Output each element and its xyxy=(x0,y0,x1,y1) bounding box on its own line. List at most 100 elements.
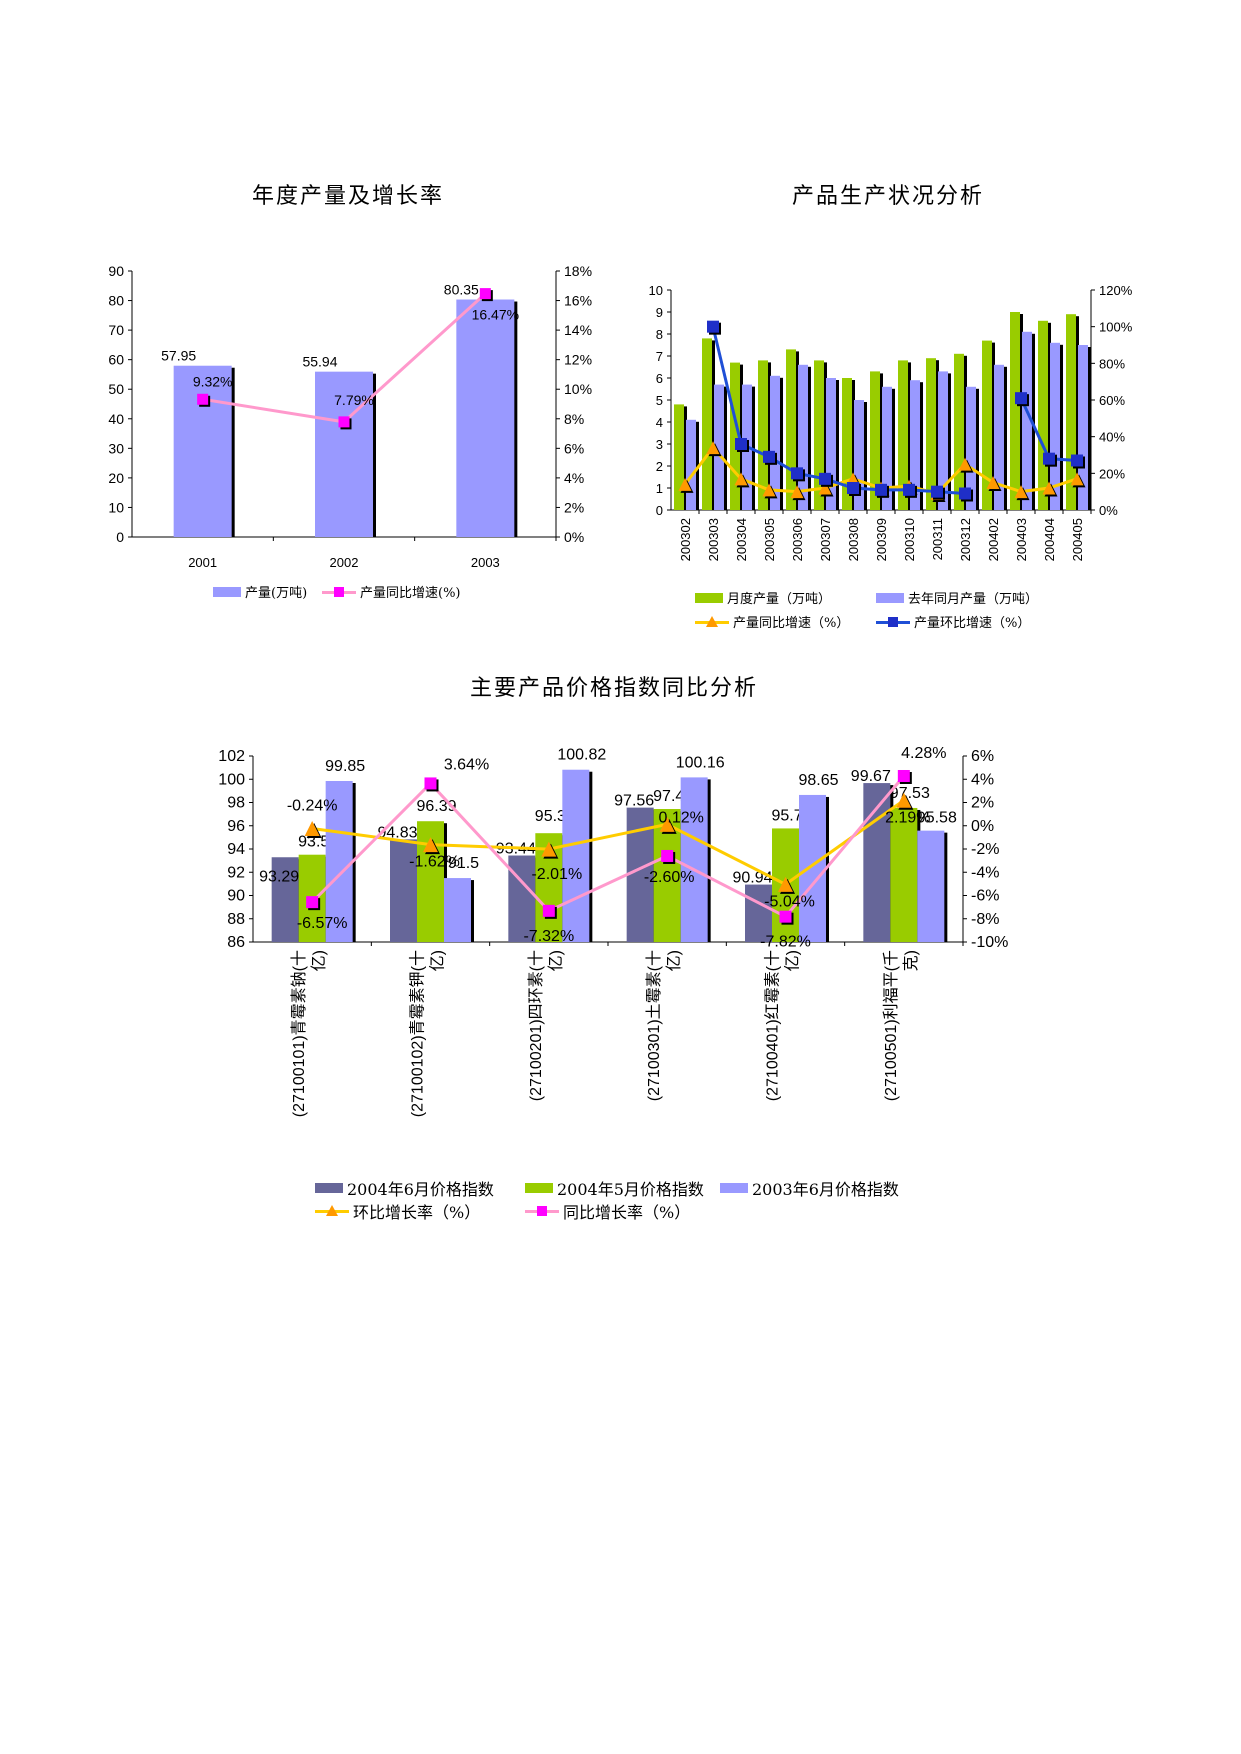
chart3-bar-label: 100.82 xyxy=(557,747,606,764)
chart2-bar-monthly xyxy=(842,378,852,510)
chart2-yoy-marker xyxy=(706,441,720,455)
chart2-bar-monthly xyxy=(898,360,908,510)
chart1-right-tick-label: 2% xyxy=(564,499,584,515)
legend-item-jun2003: 2003年6月价格指数 xyxy=(720,1176,899,1200)
chart1-growth-label: 7.79% xyxy=(334,392,374,408)
chart2-x-tick-label: 200308 xyxy=(846,518,861,561)
chart1-right-tick-label: 6% xyxy=(564,440,584,456)
chart3-x-tick-label: (27100301)土霉素(十 xyxy=(645,950,663,1101)
chart3-mom-marker xyxy=(304,821,320,837)
chart3-mom-label: -1.62% xyxy=(409,854,460,871)
chart3-mom-line xyxy=(311,799,905,887)
legend-swatch-bar xyxy=(525,1183,553,1193)
legend-label: 产量环比增速（%） xyxy=(914,616,1031,631)
chart2-bar-monthly xyxy=(758,360,768,510)
chart2-x-tick-label: 200310 xyxy=(902,518,917,561)
chart2-left-tick-label: 9 xyxy=(656,305,663,320)
chart2-bar-last-year xyxy=(770,375,780,510)
chart2-left-tick-label: 1 xyxy=(656,481,663,496)
legend-item-production: 产量(万吨) xyxy=(213,582,307,601)
chart3-bar-s2 xyxy=(799,794,826,942)
chart1-bar-label: 80.35 xyxy=(444,282,479,298)
chart3-title: 主要产品价格指数同比分析 xyxy=(470,676,759,701)
chart3-mom-label: -2.01% xyxy=(531,866,582,883)
chart2-right-tick-label: 40% xyxy=(1099,430,1125,445)
chart2-bar-monthly xyxy=(926,358,936,510)
chart3-bar-label: 99.85 xyxy=(325,758,365,775)
chart3-bar-s2 xyxy=(444,878,471,942)
chart2-left-tick-label: 2 xyxy=(656,459,663,474)
chart2-bar-last-year xyxy=(1022,331,1032,510)
chart1-growth-marker xyxy=(479,288,491,300)
chart3-x-tick-label: 亿) xyxy=(784,950,802,971)
chart1-bar-label: 57.95 xyxy=(161,348,196,364)
chart3-yoy-label: -7.82% xyxy=(760,934,811,951)
chart2-x-tick-label: 200303 xyxy=(706,518,721,561)
chart3-yoy-label: 4.28% xyxy=(901,745,946,762)
chart2-bar-last-year xyxy=(1050,342,1060,510)
chart3-right-tick-label: -8% xyxy=(971,911,999,928)
chart2-x-tick-label: 200403 xyxy=(1014,518,1029,561)
chart1-left-tick-label: 60 xyxy=(108,352,124,368)
chart3-right-tick-label: 4% xyxy=(971,771,994,788)
chart2-yoy-marker xyxy=(986,476,1000,489)
legend-swatch-line xyxy=(695,615,729,628)
chart3-x-tick-label: (27100201)四环素(十 xyxy=(527,950,545,1101)
chart1-growth-label: 9.32% xyxy=(193,373,233,389)
chart3-yoy-marker xyxy=(779,910,792,923)
chart1-left-tick-label: 80 xyxy=(108,293,124,309)
chart3-bar-s2 xyxy=(562,769,590,942)
chart1-left-tick-label: 20 xyxy=(108,470,124,486)
chart1-bar xyxy=(173,365,232,537)
chart2-left-tick-label: 3 xyxy=(656,437,663,452)
chart3-left-tick-label: 98 xyxy=(227,795,245,812)
chart2-bar-last-year xyxy=(826,378,836,510)
chart1-right-tick-label: 10% xyxy=(564,381,592,397)
chart3-bar-label: 95.58 xyxy=(917,810,957,827)
chart2-bar-monthly xyxy=(982,340,992,510)
chart2-bar-monthly xyxy=(814,360,824,510)
chart3-yoy-label: -6.57% xyxy=(297,915,348,932)
chart1-left-tick-label: 10 xyxy=(108,499,124,515)
chart1-growth-label: 16.47% xyxy=(472,307,519,323)
legend-item-may2004: 2004年5月价格指数 xyxy=(525,1176,704,1200)
chart2-mom-marker xyxy=(819,472,831,485)
legend-swatch-line xyxy=(315,1205,349,1217)
chart1-left-tick-label: 0 xyxy=(116,529,124,545)
chart2-x-tick-label: 200305 xyxy=(762,518,777,561)
chart2-yoy-marker xyxy=(734,472,748,486)
chart2-bar-monthly xyxy=(1038,320,1048,510)
chart2-right-tick-label: 80% xyxy=(1099,356,1125,371)
chart2-yoy-marker xyxy=(678,477,692,491)
chart2-left-tick-label: 0 xyxy=(656,503,663,518)
chart3-left-tick-label: 94 xyxy=(227,841,245,858)
chart3-x-tick-label: 亿) xyxy=(665,950,683,971)
chart2-yoy-marker xyxy=(762,483,776,497)
legend-label: 2004年6月价格指数 xyxy=(347,1180,494,1199)
chart2-x-tick-label: 200402 xyxy=(986,518,1001,561)
chart2-mom-marker xyxy=(707,320,719,333)
legend-label: 同比增长率（%） xyxy=(563,1203,691,1222)
chart1-bar xyxy=(315,371,373,537)
chart3-x-tick-label: 亿) xyxy=(429,950,447,971)
chart3-bar-s2 xyxy=(917,830,945,942)
chart3-x-tick-label: (27100501)利福平(千 xyxy=(882,950,900,1101)
chart3-left-tick-label: 100 xyxy=(218,771,245,788)
chart3-yoy-line xyxy=(311,775,905,919)
chart1-left-tick-label: 40 xyxy=(108,411,124,427)
chart3-mom-label: 2.19% xyxy=(885,809,930,826)
chart1-right-tick-label: 0% xyxy=(564,529,584,545)
chart2-mom-marker xyxy=(1071,454,1083,467)
chart2-bar-monthly xyxy=(702,338,712,510)
chart2-yoy-marker xyxy=(790,485,804,499)
chart2-bar-monthly xyxy=(786,349,796,510)
chart3-x-tick-label: 亿) xyxy=(310,950,328,971)
chart3-bar-label: 98.65 xyxy=(798,772,838,789)
chart2-bar-monthly xyxy=(1066,314,1076,510)
chart2-x-tick-label: 200309 xyxy=(874,518,889,561)
chart2-mom-marker xyxy=(735,438,747,450)
chart1-left-tick-label: 50 xyxy=(108,381,124,397)
chart1-growth-marker xyxy=(197,393,209,405)
chart2-bar-monthly xyxy=(730,362,740,510)
chart3-bar-label: 97.56 xyxy=(614,793,654,810)
